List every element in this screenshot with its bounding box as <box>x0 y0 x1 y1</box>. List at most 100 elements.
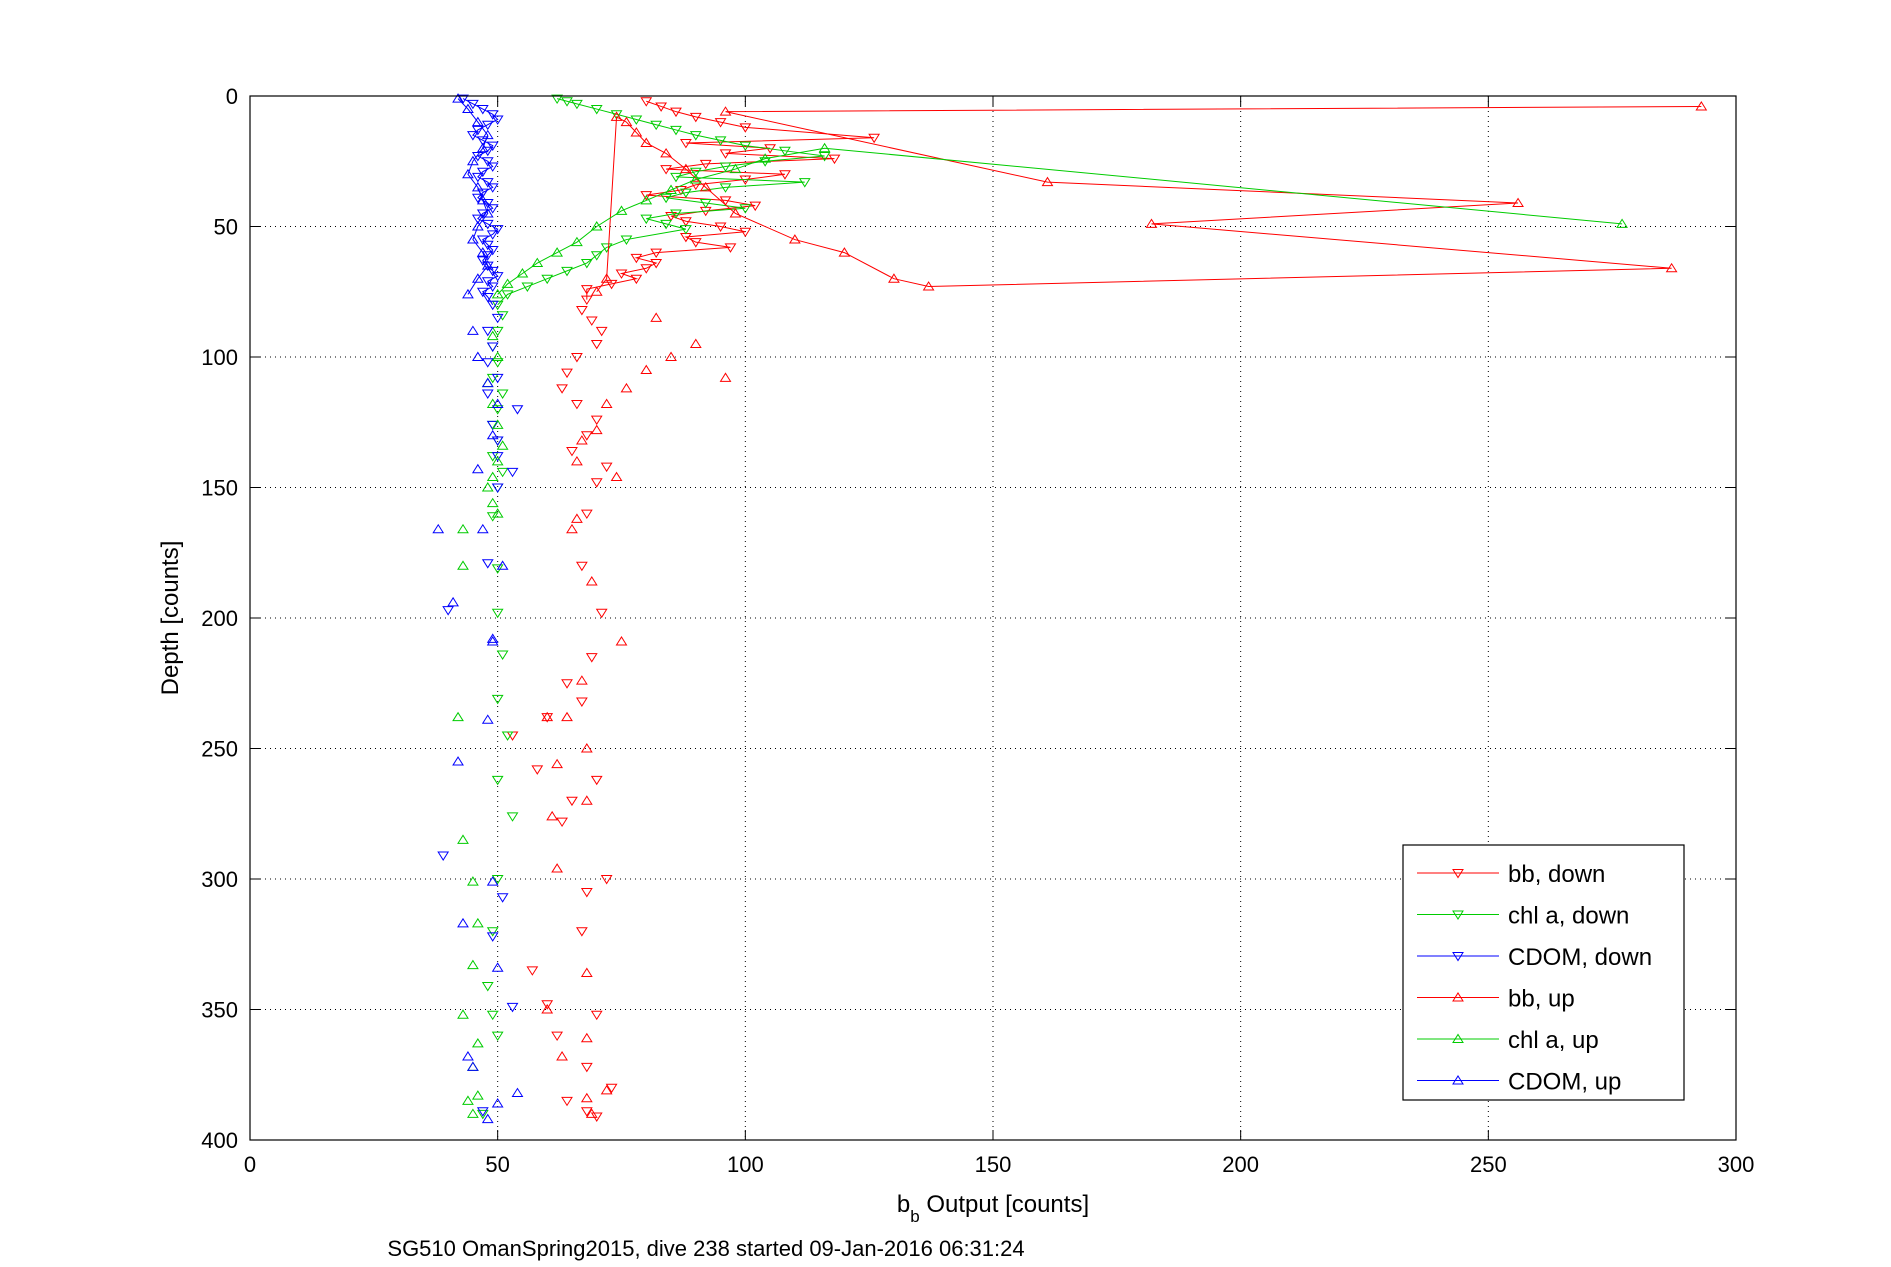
legend-swatch-marker <box>1452 910 1464 920</box>
data-point <box>476 523 489 534</box>
data-point <box>476 287 489 298</box>
data-point <box>491 225 504 235</box>
data-point <box>471 221 484 231</box>
data-point <box>442 606 455 616</box>
data-point <box>491 483 504 493</box>
data-point <box>620 235 633 245</box>
data-point <box>457 834 469 844</box>
data-point <box>486 204 499 214</box>
data-point <box>491 405 504 415</box>
series-line <box>596 105 1702 293</box>
data-point <box>541 274 554 285</box>
legend-label: bb, down <box>1508 861 1605 888</box>
data-point <box>660 219 672 230</box>
data-point <box>675 185 687 196</box>
data-point <box>506 467 519 478</box>
y-tick-label: 250 <box>201 737 238 762</box>
y-tick-label: 100 <box>201 345 238 370</box>
data-point <box>575 561 588 572</box>
data-point <box>922 281 935 291</box>
data-point <box>759 153 772 163</box>
data-point <box>481 120 494 131</box>
data-point <box>556 384 568 394</box>
legend-item-chl-a-down: chl a, down <box>1417 903 1629 930</box>
data-point <box>828 154 841 165</box>
data-point <box>471 917 484 928</box>
data-point <box>670 172 682 183</box>
data-point <box>486 636 499 646</box>
data-point <box>491 452 504 462</box>
data-point <box>486 932 499 942</box>
data-point <box>486 1010 499 1021</box>
data-point <box>585 653 598 663</box>
data-point <box>486 141 499 152</box>
data-point <box>818 152 831 162</box>
legend-swatch-marker <box>1452 1075 1464 1085</box>
data-point <box>600 243 613 253</box>
data-point <box>571 236 583 247</box>
data-point <box>481 260 494 270</box>
data-point <box>615 269 628 279</box>
data-point <box>457 94 469 105</box>
data-point <box>719 372 732 382</box>
data-point <box>491 398 504 408</box>
data-point <box>476 235 489 245</box>
data-point <box>486 330 499 341</box>
data-point <box>739 141 752 152</box>
data-point <box>888 273 900 283</box>
data-point <box>575 675 588 685</box>
data-point <box>471 172 484 183</box>
data-point <box>481 261 494 272</box>
data-point <box>491 1031 504 1042</box>
data-point <box>551 94 564 105</box>
data-point <box>491 775 504 786</box>
data-point <box>531 257 544 268</box>
data-point <box>575 435 588 445</box>
data-point <box>471 125 484 136</box>
series-line <box>497 147 1623 295</box>
data-point <box>556 817 568 828</box>
y-tick-label: 0 <box>226 84 238 109</box>
data-point <box>481 240 494 251</box>
data-point <box>590 424 603 435</box>
data-point <box>471 1037 484 1048</box>
data-point <box>590 339 603 350</box>
series-cdom-up <box>432 93 524 1124</box>
data-point <box>818 142 831 153</box>
data-point <box>471 116 484 127</box>
data-point <box>561 1096 573 1107</box>
data-point <box>447 596 459 607</box>
data-point <box>580 967 593 977</box>
data-point <box>491 419 504 429</box>
data-point <box>561 97 573 107</box>
data-point <box>541 713 554 723</box>
data-point <box>471 1090 484 1100</box>
data-point <box>670 107 682 118</box>
data-point <box>491 608 504 619</box>
data-point <box>471 181 484 192</box>
data-point <box>689 238 702 248</box>
data-point <box>699 159 712 170</box>
data-point <box>486 300 499 311</box>
data-point <box>471 351 484 361</box>
data-point <box>486 282 499 292</box>
data-point <box>714 136 727 146</box>
data-point <box>650 248 663 259</box>
data-point <box>491 288 504 299</box>
data-point <box>466 1061 479 1071</box>
data-point <box>719 196 732 206</box>
data-point <box>689 338 702 348</box>
data-point <box>610 471 623 482</box>
data-point <box>665 184 677 194</box>
data-point <box>575 927 588 937</box>
data-point <box>486 420 499 431</box>
data-point <box>476 209 489 219</box>
data-point <box>729 163 742 174</box>
data-point <box>779 170 791 180</box>
data-point <box>580 259 593 269</box>
data-point <box>486 230 499 240</box>
data-point <box>491 326 504 337</box>
data-point <box>580 509 593 520</box>
data-point <box>481 219 494 230</box>
x-tick-label: 200 <box>1222 1152 1259 1177</box>
